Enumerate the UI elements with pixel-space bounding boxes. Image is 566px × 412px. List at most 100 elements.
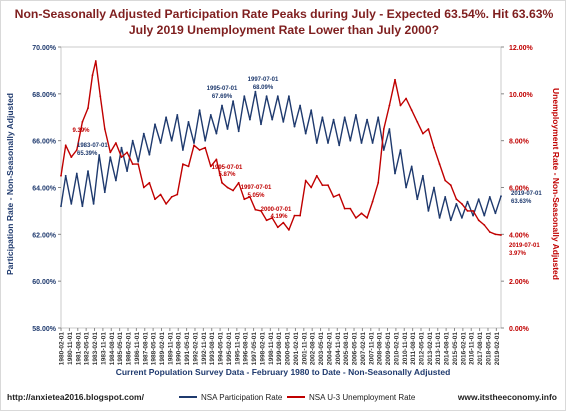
- x-tick-label: 1997-05-01: [251, 332, 258, 366]
- unemployment-rate-point: [226, 186, 229, 189]
- participation-rate-point: [405, 186, 407, 189]
- x-tick-label: 2006-05-01: [352, 332, 359, 366]
- participation-rate-point: [182, 149, 184, 151]
- x-tick-label: 1981-08-01: [75, 332, 82, 366]
- unemployment-rate-point: [494, 233, 497, 236]
- annotation-value: 4.19%: [270, 214, 288, 220]
- x-tick-label: 2001-11-01: [301, 332, 308, 365]
- chart-title: Non-Seasonally Adjusted Participation Ra…: [14, 7, 554, 21]
- participation-rate-point: [81, 205, 84, 208]
- participation-rate-point: [154, 123, 156, 126]
- left-tick-label: 58.00%: [32, 326, 57, 333]
- participation-rate-point: [449, 219, 452, 222]
- x-tick-label: 2017-08-01: [477, 332, 484, 366]
- unemployment-rate-point: [461, 203, 463, 205]
- x-tick-label: 2004-02-01: [326, 332, 333, 366]
- x-tick-label: 1989-11-01: [167, 332, 174, 365]
- participation-rate-point: [422, 174, 424, 177]
- annotation-value: 9.39%: [72, 128, 90, 134]
- unemployment-rate-point: [237, 181, 240, 184]
- annotation-date: 1995-07-01: [207, 86, 238, 92]
- participation-rate-point: [477, 198, 480, 201]
- x-tick-label: 1980-02-01: [59, 332, 66, 366]
- unemployment-rate-point: [204, 146, 207, 149]
- participation-rate-point: [304, 132, 307, 135]
- participation-rate-point: [232, 100, 235, 102]
- unemployment-rate-point: [394, 78, 396, 81]
- annotation-date: 1995-07-01: [212, 165, 243, 171]
- participation-rate-point: [394, 172, 396, 175]
- unemployment-rate-point: [209, 165, 212, 168]
- unemployment-rate-point: [271, 217, 274, 219]
- left-tick-label: 70.00%: [32, 45, 57, 52]
- participation-rate-line: [60, 91, 502, 221]
- unemployment-rate-point: [187, 165, 190, 168]
- participation-rate-point: [215, 132, 218, 135]
- unemployment-rate-point: [422, 132, 424, 135]
- annotation-value: 3.97%: [509, 251, 527, 257]
- participation-rate-point: [371, 142, 374, 144]
- participation-rate-point: [355, 114, 357, 116]
- participation-rate-point: [433, 186, 435, 189]
- unemployment-rate-point: [371, 200, 374, 203]
- unemployment-rate-point: [466, 210, 469, 212]
- x-tick-label: 1980-11-01: [67, 332, 74, 365]
- participation-rate-point: [343, 116, 346, 119]
- participation-rate-point: [455, 203, 458, 205]
- participation-rate-point: [271, 118, 274, 121]
- unemployment-rate-point: [109, 151, 112, 154]
- participation-rate-point: [349, 139, 352, 142]
- unemployment-rate-point: [64, 144, 67, 147]
- participation-rate-point: [137, 160, 140, 163]
- x-tick-label: 1996-08-01: [243, 332, 250, 366]
- participation-rate-point: [70, 203, 73, 205]
- unemployment-rate-point: [170, 196, 173, 198]
- participation-rate-point: [416, 198, 419, 201]
- participation-rate-point: [332, 118, 335, 121]
- x-tick-label: 2009-05-01: [385, 332, 392, 366]
- unemployment-rate-point: [94, 60, 97, 62]
- left-tick-label: 64.00%: [32, 186, 57, 193]
- x-tick-label: 2018-05-01: [485, 332, 492, 366]
- participation-rate-point: [360, 142, 363, 144]
- annotation-value: 5.87%: [218, 172, 236, 178]
- participation-rate-point: [221, 104, 223, 107]
- unemployment-rate-point: [182, 163, 184, 166]
- unemployment-rate-point: [276, 226, 279, 229]
- participation-rate-point: [377, 116, 380, 119]
- unemployment-rate-point: [282, 221, 285, 224]
- participation-rate-point: [338, 144, 341, 147]
- unemployment-rate-point: [488, 231, 491, 233]
- unemployment-rate-point: [399, 104, 402, 107]
- unemployment-rate-point: [438, 163, 441, 166]
- participation-rate-point: [64, 174, 67, 177]
- unemployment-rate-point: [91, 74, 94, 76]
- legend-label-participation: NSA Participation Rate: [201, 393, 283, 402]
- x-tick-label: 1984-08-01: [109, 332, 116, 366]
- unemployment-rate-point: [120, 156, 123, 159]
- x-tick-label: 1986-02-01: [126, 332, 133, 366]
- unemployment-rate-point: [416, 121, 419, 123]
- participation-rate-point: [109, 156, 112, 159]
- participation-rate-point: [276, 95, 279, 98]
- right-tick-label: 4.00%: [509, 232, 530, 239]
- unemployment-rate-point: [254, 208, 257, 211]
- unemployment-rate-point: [366, 217, 368, 219]
- unemployment-rate-point: [377, 181, 380, 184]
- unemployment-rate-point: [81, 121, 84, 123]
- participation-rate-point: [187, 121, 190, 123]
- annotation-value: 67.69%: [212, 94, 233, 100]
- x-tick-label: 1991-05-01: [184, 332, 191, 366]
- x-axis-label: Current Population Survey Data - Februar…: [116, 367, 451, 377]
- unemployment-rate-point: [449, 184, 452, 187]
- unemployment-rate-point: [382, 128, 385, 130]
- unemployment-rate-point: [221, 181, 223, 184]
- annotation-value: 65.39%: [77, 151, 98, 157]
- participation-rate-point: [293, 125, 296, 128]
- unemployment-rate-point: [176, 193, 179, 196]
- x-tick-label: 1995-11-01: [234, 332, 241, 365]
- x-tick-label: 1983-02-01: [92, 332, 99, 366]
- participation-rate-point: [299, 104, 301, 107]
- participation-rate-point: [126, 170, 128, 173]
